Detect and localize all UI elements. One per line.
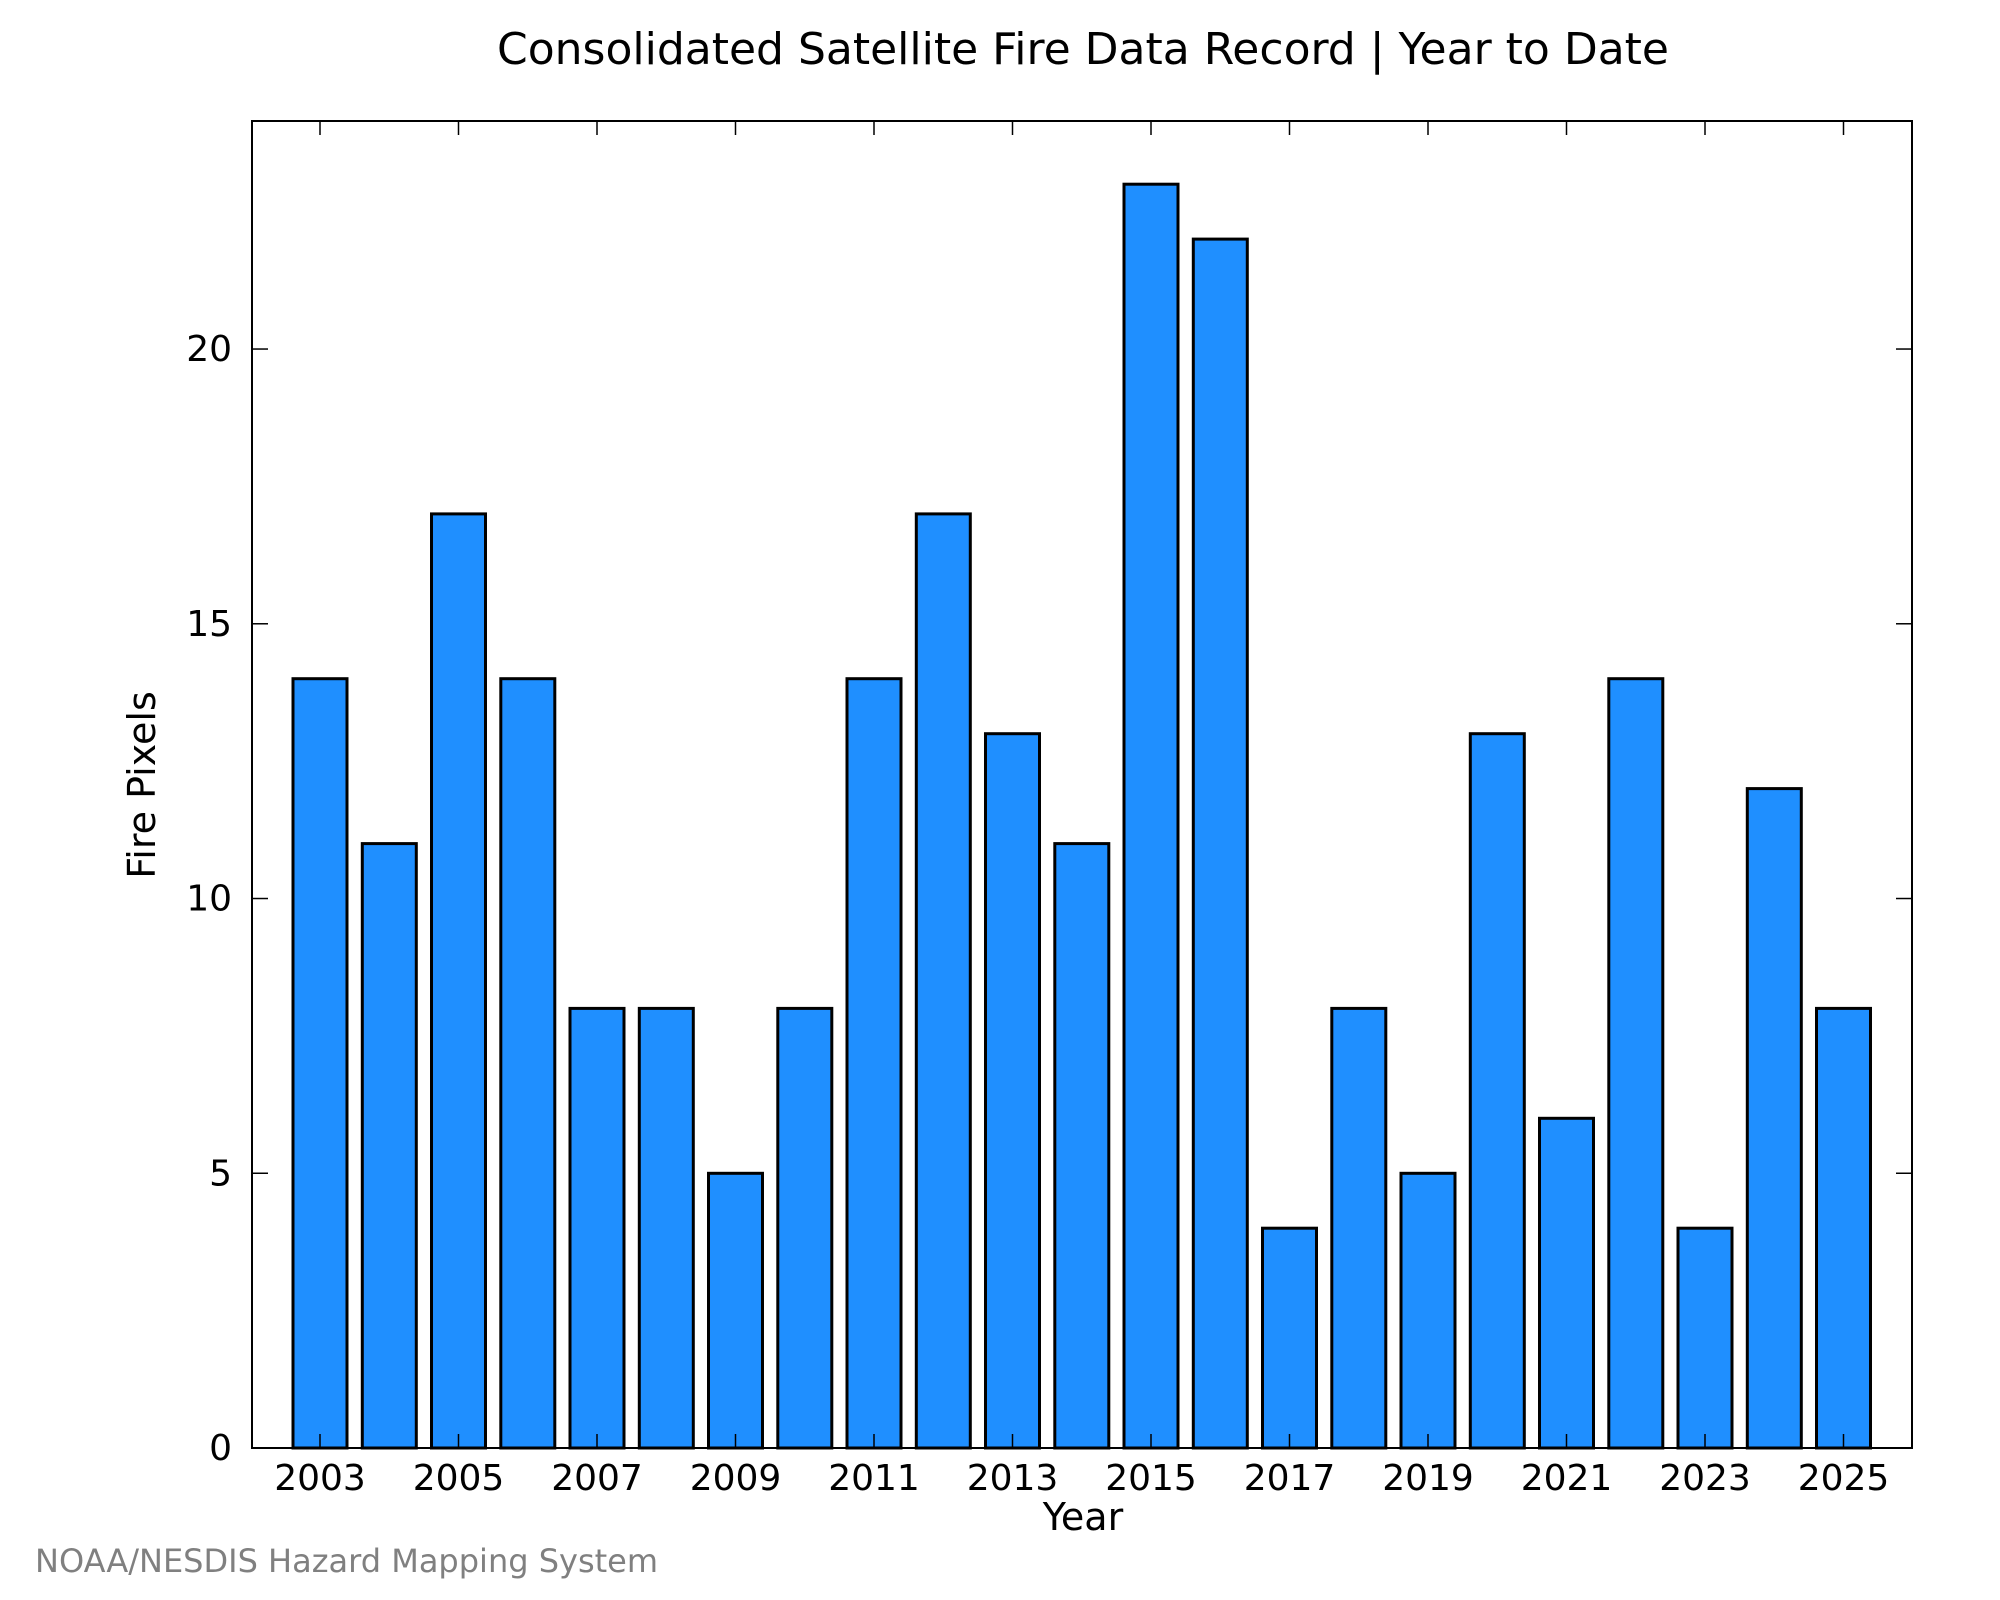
- source-note: NOAA/NESDIS Hazard Mapping System: [35, 1542, 658, 1580]
- bar-2021: [1538, 1116, 1595, 1450]
- x-tick-label-2025: 2025: [1798, 1458, 1890, 1499]
- bars-layer: [291, 182, 1872, 1450]
- y-tick-labels: 0 5 10 15 20: [186, 329, 232, 1469]
- bar-2019: [1399, 1171, 1457, 1450]
- bar-2020: [1468, 732, 1526, 1450]
- x-tick-labels: 2003 2005 2007 2009 2011 2013 2015 2017 2019 2021…: [274, 1458, 1889, 1499]
- bar-2008: [637, 1006, 695, 1450]
- bar-2003: [291, 677, 349, 1450]
- bar-2009: [707, 1171, 764, 1450]
- x-tick-label-2003: 2003: [274, 1458, 366, 1499]
- x-tick-label-2009: 2009: [690, 1458, 782, 1499]
- x-tick-label-2017: 2017: [1244, 1458, 1336, 1499]
- y-tick-label-20: 20: [186, 329, 232, 370]
- bar-2017: [1261, 1226, 1318, 1450]
- bar-2014: [1053, 842, 1111, 1450]
- bar-2023: [1676, 1226, 1734, 1450]
- bar-2006: [499, 677, 557, 1450]
- plot-frame: [251, 120, 1913, 1449]
- y-tick-label-15: 15: [186, 604, 232, 645]
- bar-2012: [914, 512, 972, 1450]
- bar-2010: [776, 1006, 834, 1450]
- bar-2007: [568, 1006, 626, 1450]
- bar-2013: [984, 732, 1041, 1450]
- bar-2016: [1191, 237, 1249, 1450]
- bar-2011: [845, 677, 903, 1450]
- x-tick-label-2021: 2021: [1521, 1458, 1613, 1499]
- chart-title: Consolidated Satellite Fire Data Record …: [497, 24, 1669, 75]
- x-tick-label-2015: 2015: [1105, 1458, 1197, 1499]
- y-axis-label: Fire Pixels: [120, 691, 164, 879]
- bar-2025: [1815, 1006, 1872, 1450]
- bar-2015: [1122, 182, 1180, 1450]
- x-tick-label-2013: 2013: [967, 1458, 1059, 1499]
- y-tick-label-10: 10: [186, 879, 232, 920]
- bar-2005: [430, 512, 487, 1450]
- x-tick-label-2011: 2011: [828, 1458, 920, 1499]
- x-tick-label-2019: 2019: [1382, 1458, 1474, 1499]
- bar-2004: [360, 842, 418, 1450]
- bar-2024: [1745, 787, 1803, 1450]
- y-tick-label-0: 0: [209, 1428, 232, 1469]
- x-tick-label-2007: 2007: [551, 1458, 643, 1499]
- x-axis-label: Year: [1042, 1495, 1124, 1539]
- bar-2018: [1330, 1006, 1388, 1450]
- y-tick-label-5: 5: [209, 1153, 232, 1194]
- bar-2022: [1607, 677, 1665, 1450]
- x-tick-label-2005: 2005: [413, 1458, 505, 1499]
- x-tick-label-2023: 2023: [1659, 1458, 1751, 1499]
